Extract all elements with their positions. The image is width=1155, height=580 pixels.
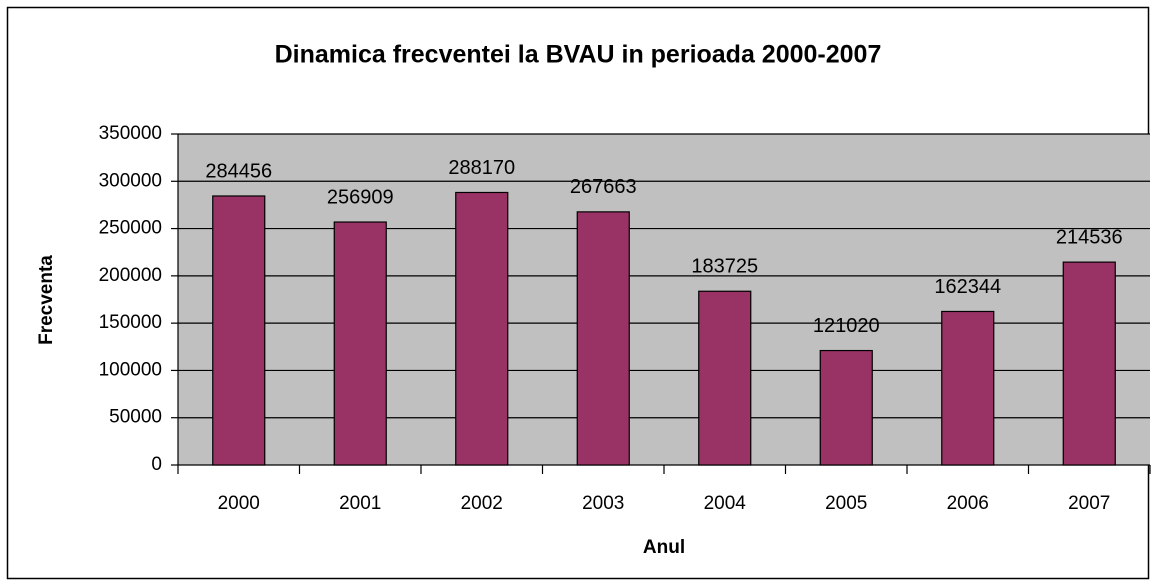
y-tick-label: 350000 <box>99 123 162 144</box>
x-tick-label: 2003 <box>582 493 624 514</box>
x-axis-title: Anul <box>643 537 685 558</box>
x-tick-label: 2007 <box>1068 493 1110 514</box>
data-label: 284456 <box>205 160 272 182</box>
y-tick-label: 250000 <box>99 218 162 239</box>
plot-area <box>178 134 1150 465</box>
data-label: 162344 <box>934 276 1001 298</box>
bar <box>455 191 509 466</box>
y-axis-title: Frecventa <box>36 255 57 345</box>
data-label: 121020 <box>813 315 880 337</box>
data-label: 214536 <box>1056 226 1123 248</box>
x-tick-label: 2004 <box>704 493 747 514</box>
y-tick-label: 100000 <box>99 359 162 380</box>
y-tick-label: 150000 <box>99 312 162 333</box>
x-tick-label: 2000 <box>218 493 260 514</box>
data-label: 267663 <box>570 176 637 198</box>
x-tick-label: 2001 <box>339 493 381 514</box>
data-label: 256909 <box>327 186 394 208</box>
x-tick-label: 2005 <box>825 493 867 514</box>
y-tick-label: 200000 <box>99 265 162 286</box>
bar <box>333 221 387 466</box>
x-tick-label: 2002 <box>461 493 503 514</box>
data-label: 288170 <box>448 157 515 179</box>
bar <box>819 349 873 466</box>
bar <box>941 310 995 466</box>
y-tick-label: 300000 <box>99 170 162 191</box>
bar <box>1062 261 1116 466</box>
bar <box>698 290 752 466</box>
x-tick-label: 2006 <box>947 493 989 514</box>
y-tick-label: 50000 <box>109 407 162 428</box>
data-label: 183725 <box>691 256 758 278</box>
chart-title: Dinamica frecventei la BVAU in perioada … <box>275 41 882 69</box>
y-tick-label: 0 <box>151 454 162 475</box>
bar <box>212 195 266 466</box>
bar <box>576 211 630 466</box>
